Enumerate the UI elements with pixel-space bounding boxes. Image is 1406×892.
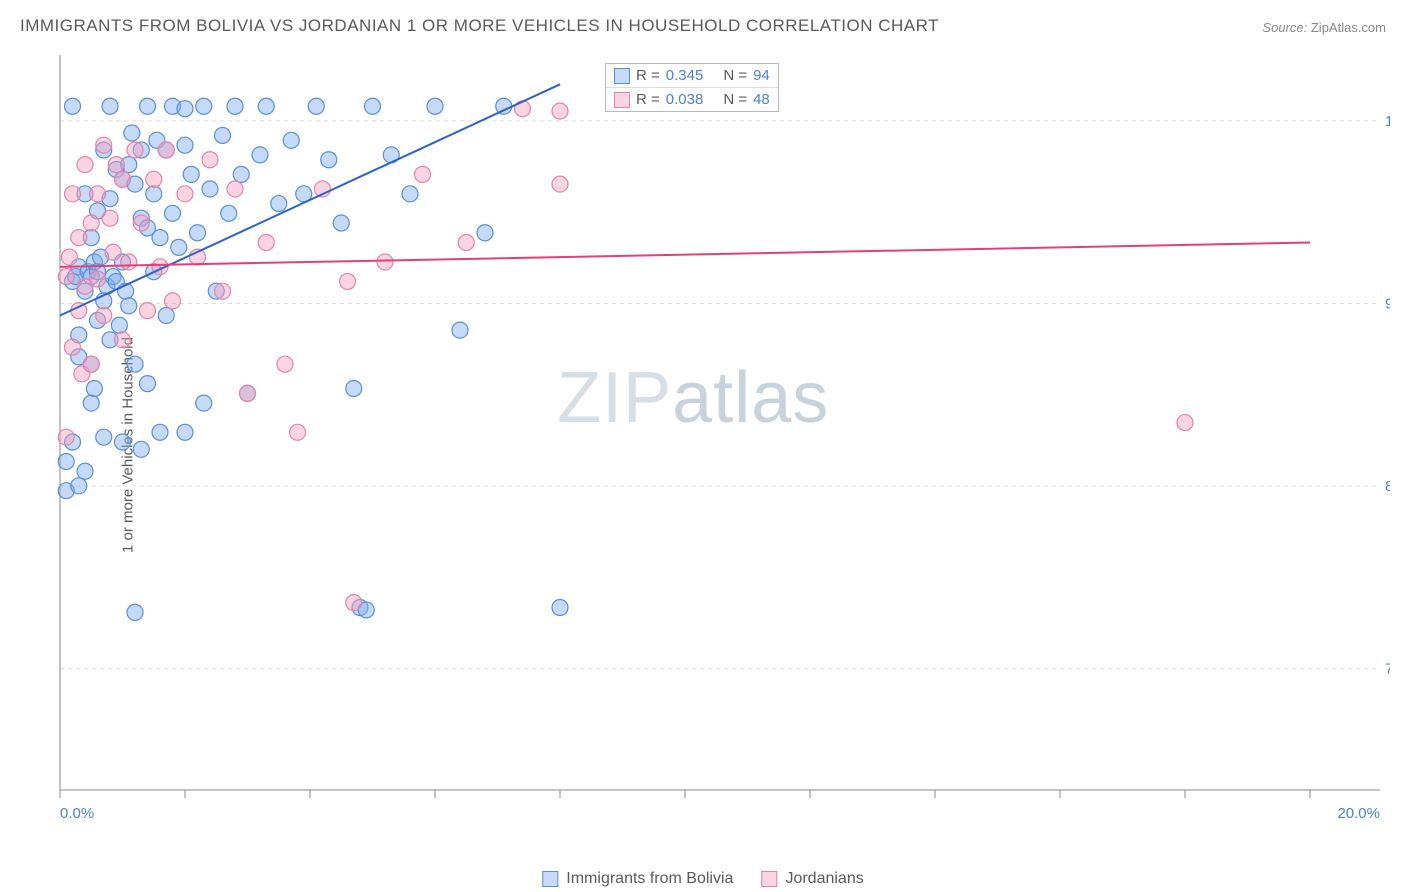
legend-swatch xyxy=(542,871,558,887)
bottom-legend-label: Jordanians xyxy=(785,870,863,888)
legend-r-label: R = xyxy=(636,91,660,108)
svg-text:77.5%: 77.5% xyxy=(1385,660,1390,677)
stats-legend-row: R = 0.038 N = 48 xyxy=(606,87,778,111)
legend-r-value: 0.038 xyxy=(666,91,704,108)
bottom-legend-item: Jordanians xyxy=(761,870,863,888)
source-label: Source: xyxy=(1262,20,1307,35)
legend-n-value: 48 xyxy=(753,91,770,108)
svg-text:85.0%: 85.0% xyxy=(1385,478,1390,495)
svg-text:0.0%: 0.0% xyxy=(60,805,94,822)
bottom-legend-item: Immigrants from Bolivia xyxy=(542,870,733,888)
stats-legend: R = 0.345 N = 94 R = 0.038 N = 48 xyxy=(605,63,779,112)
bottom-legend-label: Immigrants from Bolivia xyxy=(566,870,733,888)
stats-legend-row: R = 0.345 N = 94 xyxy=(606,64,778,87)
legend-swatch xyxy=(761,871,777,887)
chart-title: IMMIGRANTS FROM BOLIVIA VS JORDANIAN 1 O… xyxy=(20,16,939,36)
bottom-legend: Immigrants from Bolivia Jordanians xyxy=(542,870,863,888)
legend-r-value: 0.345 xyxy=(666,67,704,84)
svg-text:92.5%: 92.5% xyxy=(1385,295,1390,312)
svg-text:20.0%: 20.0% xyxy=(1337,805,1380,822)
legend-swatch xyxy=(614,68,630,84)
legend-r-label: R = xyxy=(636,67,660,84)
source-attribution: Source: ZipAtlas.com xyxy=(1262,20,1386,35)
scatter-plot-svg: 77.5% 85.0% 92.5% 100.0% 0.0% 20.0% xyxy=(50,50,1390,890)
legend-swatch xyxy=(614,92,630,108)
plot-area: 1 or more Vehicles in Household 77.5%85.… xyxy=(50,50,1390,840)
legend-n-label: N = xyxy=(723,67,747,84)
source-value: ZipAtlas.com xyxy=(1311,20,1386,35)
legend-n-label: N = xyxy=(723,91,747,108)
legend-n-value: 94 xyxy=(753,67,770,84)
svg-text:100.0%: 100.0% xyxy=(1385,113,1390,130)
